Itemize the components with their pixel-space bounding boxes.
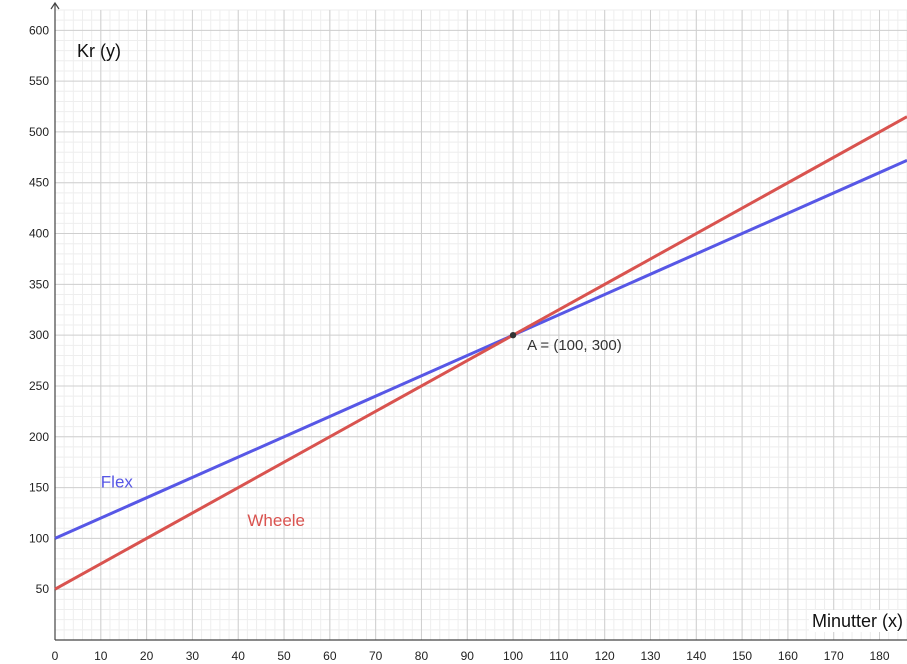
x-tick-label: 130 [640, 649, 660, 663]
intersection-point [509, 331, 517, 339]
x-tick-label: 180 [870, 649, 890, 663]
y-tick-label: 250 [29, 379, 49, 393]
x-tick-label: 120 [595, 649, 615, 663]
x-tick-label: 40 [232, 649, 246, 663]
y-tick-label: 450 [29, 176, 49, 190]
y-tick-label: 600 [29, 23, 49, 37]
x-tick-label: 10 [94, 649, 108, 663]
minor-grid [54, 9, 907, 641]
x-axis-title: Minutter (x) [812, 611, 903, 631]
x-tick-label: 60 [323, 649, 337, 663]
major-grid [54, 10, 907, 640]
x-tick-label: 70 [369, 649, 383, 663]
x-tick-label: 140 [686, 649, 706, 663]
point-label: A = (100, 300) [527, 337, 622, 354]
y-tick-label: 200 [29, 430, 49, 444]
x-tick-label: 50 [277, 649, 291, 663]
x-tick-label: 80 [415, 649, 429, 663]
tick-labels: 0 10 20 30 40 50 60 70 80 90 100 110 120 130 140 150 160… [29, 23, 890, 663]
x-tick-label: 90 [461, 649, 475, 663]
y-axis-title: Kr (y) [77, 41, 121, 61]
x-tick-label: 170 [824, 649, 844, 663]
annotations: A = (100, 300) [509, 331, 622, 354]
y-axis-arrow [50, 1, 60, 10]
y-tick-label: 100 [29, 531, 49, 545]
x-tick-label: 150 [732, 649, 752, 663]
y-tick-label: 300 [29, 328, 49, 342]
axes [50, 1, 907, 641]
series-line-wheele [54, 115, 907, 591]
x-tick-label: 110 [549, 649, 568, 663]
y-tick-label: 550 [29, 74, 49, 88]
x-tick-label: 20 [140, 649, 154, 663]
x-tick-label: 0 [52, 649, 59, 663]
x-tick-label: 30 [186, 649, 200, 663]
series-lines: Flex Wheele [54, 115, 907, 591]
series-label-wheele: Wheele [247, 511, 305, 530]
y-tick-label: 500 [29, 125, 49, 139]
x-axis-title-background [808, 610, 906, 632]
series-line-flex [54, 159, 907, 540]
y-tick-label: 350 [29, 277, 49, 291]
y-tick-label: 400 [29, 227, 49, 241]
x-tick-label: 100 [503, 649, 523, 663]
x-tick-label: 160 [778, 649, 798, 663]
y-tick-label: 150 [29, 481, 49, 495]
series-label-flex: Flex [101, 473, 134, 492]
y-tick-label: 50 [36, 582, 50, 596]
